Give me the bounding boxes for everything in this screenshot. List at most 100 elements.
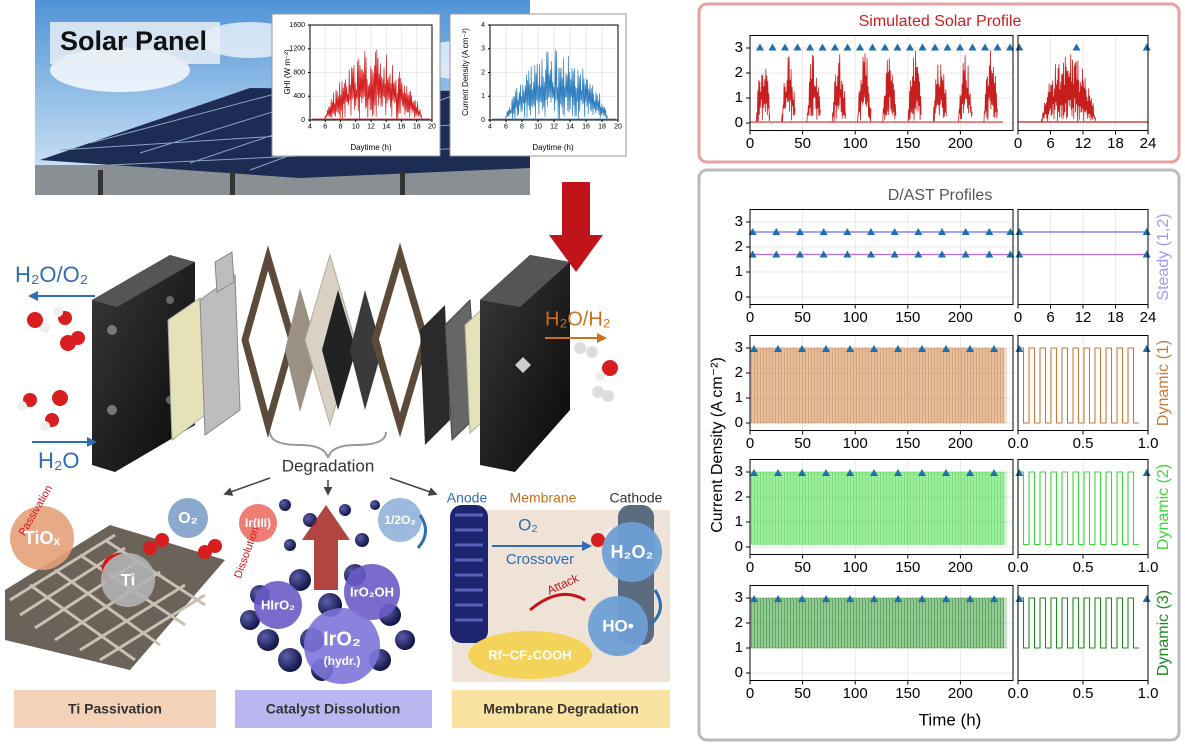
electrolyzer-stack-part — [107, 405, 117, 415]
h2o2-label: H₂O₂ — [611, 542, 654, 562]
x-tick-label: 18 — [413, 123, 421, 130]
x-tick-label: 150 — [895, 309, 920, 326]
hiro2-label: HIrO₂ — [261, 597, 295, 612]
y-tick-label: 1 — [735, 89, 743, 106]
y-tick-label: 3 — [735, 339, 743, 356]
dynamic-band — [750, 598, 1007, 648]
y-tick-label: 0 — [735, 538, 743, 555]
x-tick-label: 150 — [895, 135, 920, 152]
electrolyzer-stack-part — [245, 258, 292, 425]
row-label: Dynamic (1) — [1155, 340, 1172, 426]
x-tick-label: 100 — [843, 135, 868, 152]
catalyst-particles-part — [370, 500, 380, 510]
catalyst-particles-part — [355, 533, 369, 547]
x-tick-label: 200 — [948, 309, 973, 326]
x-tick-label: 0.5 — [1073, 559, 1094, 576]
crossover-label: Crossover — [506, 551, 574, 568]
cathode-outlet: H₂O/H₂ — [545, 308, 611, 330]
flow-arrow — [549, 182, 603, 272]
catalyst-particles-part — [257, 629, 279, 651]
x-tick-label: 0 — [1014, 135, 1022, 152]
degradation-label: Degradation — [282, 456, 375, 475]
y-tick-label: 1 — [735, 263, 743, 280]
molecules-part — [574, 342, 586, 354]
catalyst-particles-part — [279, 499, 291, 511]
y-tick-label: 1 — [735, 389, 743, 406]
x-tick-label: 20 — [614, 123, 622, 130]
x-tick-label: 0 — [746, 435, 754, 452]
y-tick-label: 2 — [481, 69, 485, 76]
x-tick-label: 0 — [746, 685, 754, 702]
branch-arrows-part — [390, 478, 436, 494]
acid-label: Rf−CF₂COOH — [488, 647, 571, 662]
y-tick-label: 3 — [735, 463, 743, 480]
anode-outlet: H₂O/O₂ — [15, 262, 88, 287]
y-tick-label: 3 — [481, 46, 485, 53]
ti-mesh-part — [143, 541, 157, 555]
electrolyzer-stack-part — [375, 255, 425, 425]
x-tick-label: 200 — [948, 135, 973, 152]
y-tick-label: 3 — [735, 39, 743, 56]
molecules-part — [27, 312, 43, 328]
ti-mesh-part — [208, 539, 222, 553]
dast-ylabel: Current Density (A cm⁻²) — [709, 357, 726, 533]
solar-photo-part — [230, 172, 235, 195]
iro2-label: IrO₂ — [323, 628, 361, 650]
x-tick-label: 4 — [488, 123, 492, 130]
x-tick-label: 12 — [1075, 135, 1092, 152]
o2-label: O₂ — [178, 510, 198, 527]
y-tick-label: 0 — [735, 664, 743, 681]
x-tick-label: 0.0 — [1008, 559, 1029, 576]
y-tick-label: 2 — [735, 614, 743, 631]
x-tick-label: 0.5 — [1073, 435, 1094, 452]
molecules-part — [602, 390, 614, 402]
x-tick-label: 0.0 — [1008, 435, 1029, 452]
x-tick-label: 50 — [794, 309, 811, 326]
ho-label: HO• — [602, 616, 634, 635]
row-label: Dynamic (2) — [1155, 464, 1172, 550]
y-tick-label: 3 — [735, 213, 743, 230]
iro2oh-label: IrO₂OH — [350, 584, 394, 599]
x-tick-label: 0.0 — [1008, 685, 1029, 702]
dynamic-band — [750, 348, 1007, 423]
catalyst-particles-part — [395, 630, 415, 650]
solar-photo-part — [98, 170, 103, 195]
molecules-part — [595, 371, 605, 381]
solar-profile-title: Simulated Solar Profile — [859, 13, 1022, 30]
branch-arrows — [225, 478, 436, 494]
row-label: Steady (1,2) — [1155, 213, 1172, 300]
x-tick-label: 8 — [520, 123, 524, 130]
molecules-part — [53, 307, 63, 317]
y-tick-label: 1 — [481, 93, 485, 100]
molecules-part — [602, 360, 618, 376]
x-tick-label: 1.0 — [1138, 559, 1159, 576]
x-tick-label: 0.5 — [1073, 685, 1094, 702]
molecules-part — [586, 346, 598, 358]
x-tick-label: 100 — [843, 559, 868, 576]
x-tick-label: 24 — [1140, 309, 1157, 326]
y-tick-label: 1 — [735, 513, 743, 530]
x-tick-label: 50 — [794, 685, 811, 702]
row-label: Dynamic (3) — [1155, 590, 1172, 676]
tiox-label: TiOₓ — [24, 528, 61, 548]
current-ylabel: Current Density (A cm⁻²) — [461, 28, 470, 116]
cathode-label: Cathode — [610, 490, 663, 506]
x-tick-label: 1.0 — [1138, 685, 1159, 702]
x-tick-label: 50 — [794, 559, 811, 576]
x-tick-label: 16 — [398, 123, 406, 130]
x-tick-label: 200 — [948, 685, 973, 702]
brace — [270, 432, 386, 458]
x-tick-label: 1.0 — [1138, 435, 1159, 452]
electrolyzer-stack — [92, 252, 570, 472]
x-tick-label: 14 — [566, 123, 574, 130]
x-tick-label: 6 — [323, 123, 327, 130]
dast-xlabel: Time (h) — [919, 710, 982, 729]
x-tick-label: 0 — [746, 309, 754, 326]
anode-label: Anode — [447, 490, 488, 506]
x-tick-label: 12 — [550, 123, 558, 130]
y-tick-label: 2 — [735, 488, 743, 505]
electrolyzer-stack-part — [200, 275, 240, 435]
y-tick-label: 2 — [735, 64, 743, 81]
hydr-label: (hydr.) — [324, 654, 361, 668]
membrane-label: Membrane — [510, 490, 577, 506]
